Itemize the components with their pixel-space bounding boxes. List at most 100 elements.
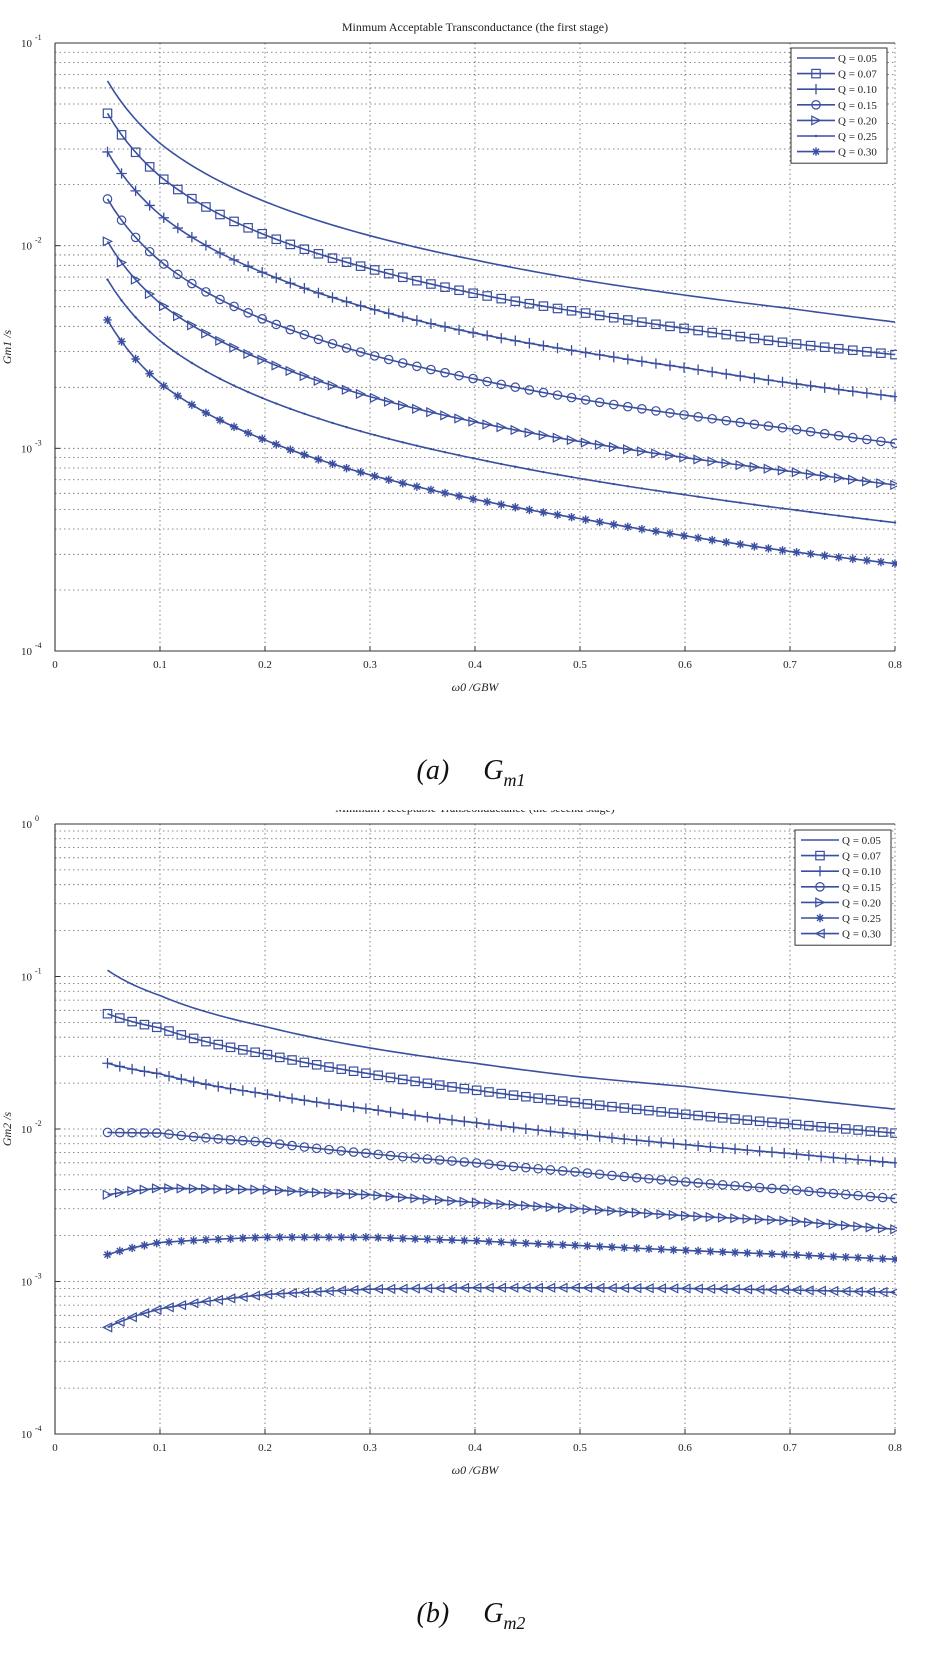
- series-marker: [866, 1253, 875, 1263]
- series-marker: [533, 1163, 543, 1174]
- series-marker: [828, 1123, 839, 1133]
- series-marker: [303, 412, 306, 415]
- series-marker: [735, 459, 746, 471]
- series-marker: [215, 335, 226, 347]
- series-marker: [655, 1283, 667, 1294]
- series-marker: [262, 1089, 273, 1100]
- series-marker: [163, 1071, 175, 1082]
- series-marker: [440, 282, 450, 292]
- series-marker: [426, 485, 436, 495]
- caption-b-paren: (b): [416, 1598, 450, 1629]
- series-marker: [656, 1175, 667, 1185]
- series-marker: [705, 1141, 716, 1153]
- series-marker: [115, 1013, 125, 1023]
- series-marker: [755, 1249, 764, 1258]
- series-marker: [791, 339, 802, 349]
- series-marker: [349, 1233, 358, 1242]
- series-marker: [749, 461, 760, 473]
- series-marker: [533, 1201, 544, 1212]
- series-marker: [651, 448, 662, 459]
- series-marker: [164, 1237, 174, 1247]
- legend-marker: [815, 882, 825, 892]
- series-marker: [767, 1214, 778, 1226]
- series-marker: [229, 342, 240, 353]
- series-marker: [324, 1144, 334, 1155]
- series-marker: [189, 1236, 198, 1245]
- series-marker: [848, 554, 858, 564]
- series-marker: [721, 415, 732, 426]
- series-marker: [127, 1185, 138, 1197]
- series-marker: [383, 354, 394, 365]
- series-marker: [313, 287, 324, 299]
- series-marker: [878, 1254, 887, 1263]
- y-tick-exponent: -3: [35, 1272, 42, 1281]
- series-marker: [372, 1283, 384, 1295]
- y-tick-label: 10: [21, 646, 33, 658]
- series-marker: [215, 209, 225, 220]
- series-marker: [212, 1294, 224, 1306]
- y-tick-exponent: -1: [35, 967, 42, 976]
- series-marker: [840, 1189, 851, 1200]
- series-marker: [411, 315, 423, 326]
- series-marker: [510, 382, 521, 393]
- series-marker: [861, 387, 873, 399]
- series-marker: [778, 546, 787, 555]
- series-marker: [454, 370, 464, 381]
- x-tick-label: 0.2: [258, 1442, 272, 1454]
- series-marker: [115, 1187, 126, 1198]
- series-marker: [190, 361, 194, 365]
- series-marker: [707, 413, 717, 424]
- series-marker: [172, 222, 184, 234]
- series-marker: [692, 1283, 703, 1294]
- series-q-0-30: [101, 1282, 897, 1333]
- series-marker: [299, 1142, 310, 1152]
- y-tick-label: 10: [21, 1277, 33, 1289]
- series-marker: [710, 497, 714, 500]
- legend-label: Q = 0.30: [838, 147, 877, 159]
- series-marker: [345, 425, 348, 429]
- series-marker: [158, 259, 169, 269]
- legend-label: Q = 0.05: [842, 835, 881, 847]
- series-marker: [730, 1180, 740, 1191]
- series-q-0-20: [102, 1183, 897, 1235]
- series-marker: [311, 1187, 323, 1198]
- series-marker: [447, 1195, 458, 1207]
- series-marker: [750, 542, 759, 551]
- series-marker: [102, 108, 113, 119]
- legend-label: Q = 0.20: [842, 897, 881, 909]
- series-marker: [256, 267, 268, 278]
- series-marker: [552, 390, 563, 400]
- series-marker: [176, 1183, 187, 1194]
- series-marker: [707, 456, 718, 467]
- series-marker: [410, 1234, 420, 1244]
- series-marker: [620, 1243, 629, 1252]
- series-marker: [287, 1186, 298, 1197]
- series-marker: [841, 1252, 850, 1262]
- series-marker: [742, 1115, 753, 1125]
- series-marker: [274, 1091, 285, 1102]
- series-marker: [271, 272, 282, 284]
- series-marker: [508, 1282, 519, 1293]
- series-marker: [102, 1058, 113, 1069]
- series-marker: [594, 349, 605, 361]
- series-marker: [412, 361, 422, 372]
- series-marker: [763, 374, 774, 386]
- series-marker: [823, 512, 826, 516]
- series-marker: [151, 1128, 162, 1138]
- x-axis-label: ω0 /GBW: [452, 680, 500, 694]
- series-marker: [819, 382, 830, 393]
- series-marker: [721, 368, 732, 380]
- series-q-0-07: [102, 108, 897, 360]
- legend-label: Q = 0.30: [842, 929, 881, 941]
- series-marker: [862, 346, 872, 357]
- series-marker: [879, 519, 883, 523]
- series-marker: [176, 1130, 187, 1141]
- series-marker: [566, 434, 578, 446]
- series-marker: [446, 1114, 458, 1126]
- series-marker: [580, 437, 592, 448]
- series-marker: [876, 557, 886, 567]
- series-marker: [387, 437, 390, 440]
- series-marker: [204, 370, 208, 373]
- series-marker: [707, 535, 717, 545]
- x-axis-label: ω0 /GBW: [452, 1463, 500, 1477]
